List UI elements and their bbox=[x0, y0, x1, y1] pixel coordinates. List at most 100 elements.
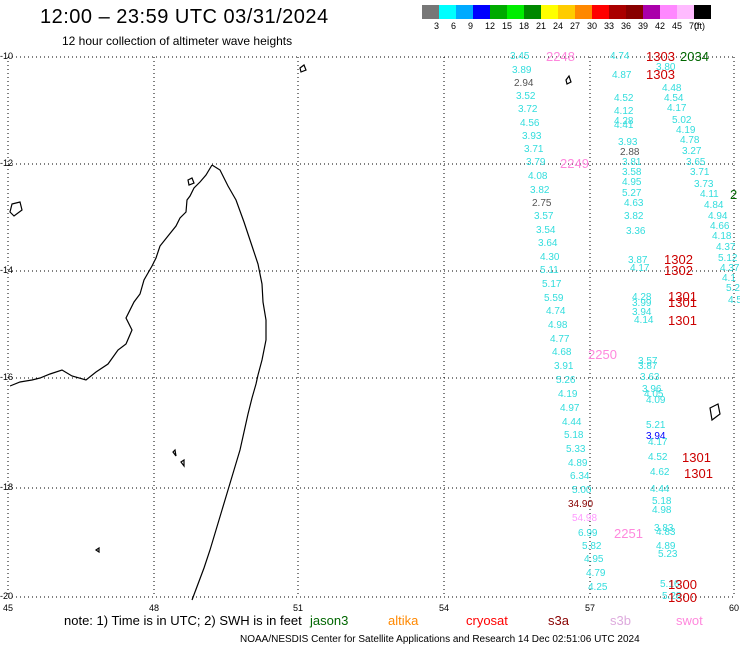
longitude-label: 48 bbox=[149, 603, 160, 613]
wave-height-value: 6.99 bbox=[578, 528, 598, 539]
wave-height-value: 5.23 bbox=[658, 549, 678, 560]
pass-time-label: 1302 bbox=[664, 263, 693, 278]
colorbar-swatch bbox=[507, 5, 524, 19]
pass-time-label: 1300 bbox=[668, 577, 697, 592]
colorbar-swatch bbox=[524, 5, 541, 19]
wave-height-value: 3.83 bbox=[654, 523, 674, 534]
island-mid-2 bbox=[180, 458, 185, 468]
wave-height-value: 4.25 bbox=[588, 582, 608, 593]
wave-height-value: 4.89 bbox=[568, 458, 588, 469]
wave-height-value: 3.36 bbox=[626, 226, 646, 237]
pass-time-label: 1301 bbox=[668, 295, 697, 310]
pass-time-label: 2250 bbox=[588, 347, 617, 362]
pass-time-label: 1303 bbox=[646, 49, 675, 64]
pass-time-label: 1301 bbox=[668, 313, 697, 328]
island-small-north bbox=[299, 64, 307, 73]
wave-height-value: 5.33 bbox=[566, 444, 586, 455]
wave-height-value: 3.93 bbox=[618, 137, 638, 148]
wave-height-value: 4.97 bbox=[560, 403, 580, 414]
island-reunion-like bbox=[709, 403, 721, 422]
wave-height-value: 3.65 bbox=[686, 157, 706, 168]
wave-height-value: 4.17 bbox=[648, 437, 668, 448]
wave-height-value: 4.1 bbox=[722, 273, 736, 284]
wave-height-value: 4.79 bbox=[586, 568, 606, 579]
wave-height-value: 2.88 bbox=[620, 147, 640, 158]
wave-height-value: 54.98 bbox=[572, 513, 598, 524]
longitude-label: 45 bbox=[3, 603, 14, 613]
pass-time-label: 1301 bbox=[682, 450, 711, 465]
pass-time-label: 1303 bbox=[646, 67, 675, 82]
wave-height-value: 3.80 bbox=[656, 62, 676, 73]
pass-time-label: 1301 bbox=[684, 466, 713, 481]
colorbar-label: 70 bbox=[689, 21, 700, 31]
wave-height-value: 5.11 bbox=[540, 265, 559, 276]
colorbar-label: 36 bbox=[621, 21, 632, 31]
wave-height-value: 4.84 bbox=[704, 200, 724, 211]
wave-height-value: 4.54 bbox=[664, 93, 684, 104]
longitude-label: 60 bbox=[729, 603, 740, 613]
wave-height-value: 3.79 bbox=[526, 157, 546, 168]
colorbar-swatch bbox=[558, 5, 575, 19]
wave-height-value: 3.91 bbox=[554, 361, 574, 372]
wave-height-value: 4.78 bbox=[680, 135, 700, 146]
wave-height-colorbar bbox=[422, 5, 711, 19]
colorbar-label: 39 bbox=[638, 21, 649, 31]
satellite-legend-item: jason3 bbox=[310, 613, 349, 628]
pass-time-label: 1302 bbox=[664, 252, 693, 267]
pass-time-label: 1301 bbox=[668, 289, 697, 304]
longitude-label: 54 bbox=[439, 603, 450, 613]
colorbar-swatch bbox=[660, 5, 677, 19]
colorbar-swatch bbox=[592, 5, 609, 19]
wave-height-value: 34.90 bbox=[568, 499, 594, 510]
wave-height-value: 4.95 bbox=[622, 177, 642, 188]
page-subtitle: 12 hour collection of altimeter wave hei… bbox=[62, 34, 293, 48]
wave-height-value: 3.87 bbox=[638, 361, 658, 372]
wave-height-value: 4.44 bbox=[562, 417, 582, 428]
footer-note: note: 1) Time is in UTC; 2) SWH is in fe… bbox=[64, 613, 302, 628]
pass-time-label: 1300 bbox=[668, 590, 697, 605]
wave-height-value: 4.19 bbox=[558, 389, 578, 400]
colorbar-swatch bbox=[439, 5, 456, 19]
island-mid-1 bbox=[172, 448, 177, 457]
colorbar-label: 42 bbox=[655, 21, 666, 31]
wave-height-value: 4.56 bbox=[520, 118, 540, 129]
wave-height-value: 4.89 bbox=[656, 541, 676, 552]
wave-height-value: 3.71 bbox=[524, 144, 544, 155]
colorbar-label: 15 bbox=[502, 21, 513, 31]
wave-height-value: 4.52 bbox=[614, 93, 634, 104]
wave-height-value: 4.77 bbox=[550, 334, 570, 345]
wave-height-value: 3.73 bbox=[694, 179, 714, 190]
wave-height-value: 3.72 bbox=[518, 104, 538, 115]
madagascar-coastline bbox=[9, 64, 721, 601]
madagascar-coastline-path bbox=[9, 164, 267, 601]
satellite-legend-item: altika bbox=[388, 613, 419, 628]
latitude-label: -12 bbox=[0, 158, 14, 168]
wave-height-value: 5.2 bbox=[726, 283, 740, 294]
wave-height-value: 3.45 bbox=[510, 51, 530, 62]
wave-height-value: 2.75 bbox=[532, 198, 552, 209]
wave-height-value: 4.11 bbox=[700, 189, 719, 200]
wave-height-value: 3.57 bbox=[638, 356, 658, 367]
wave-height-value: 5.26 bbox=[556, 375, 576, 386]
wave-height-value: 4.48 bbox=[662, 83, 682, 94]
colorbar-label: 9 bbox=[468, 21, 474, 31]
wave-height-value: 4.17 bbox=[667, 103, 687, 114]
wave-height-value: 4.17 bbox=[630, 263, 650, 274]
wave-height-value: 5.02 bbox=[672, 115, 692, 126]
wave-height-value: 5.12 bbox=[718, 253, 738, 264]
pass-time-label: 2251 bbox=[614, 526, 643, 541]
wave-height-value: 3.99 bbox=[632, 298, 652, 309]
latitude-label: -16 bbox=[0, 372, 14, 382]
wave-height-value: 4.66 bbox=[710, 221, 730, 232]
latitude-label: -20 bbox=[0, 591, 14, 601]
wave-height-value: 5.21 bbox=[646, 420, 666, 431]
latitude-label: -10 bbox=[0, 51, 14, 61]
colorbar-swatch bbox=[422, 5, 439, 19]
latitude-label: -14 bbox=[0, 265, 14, 275]
colorbar-swatch bbox=[490, 5, 507, 19]
wave-height-value: 4.28 bbox=[614, 116, 634, 127]
wave-height-value: 3.87 bbox=[628, 255, 648, 266]
colorbar-swatch bbox=[626, 5, 643, 19]
colorbar-label: 3 bbox=[434, 21, 440, 31]
